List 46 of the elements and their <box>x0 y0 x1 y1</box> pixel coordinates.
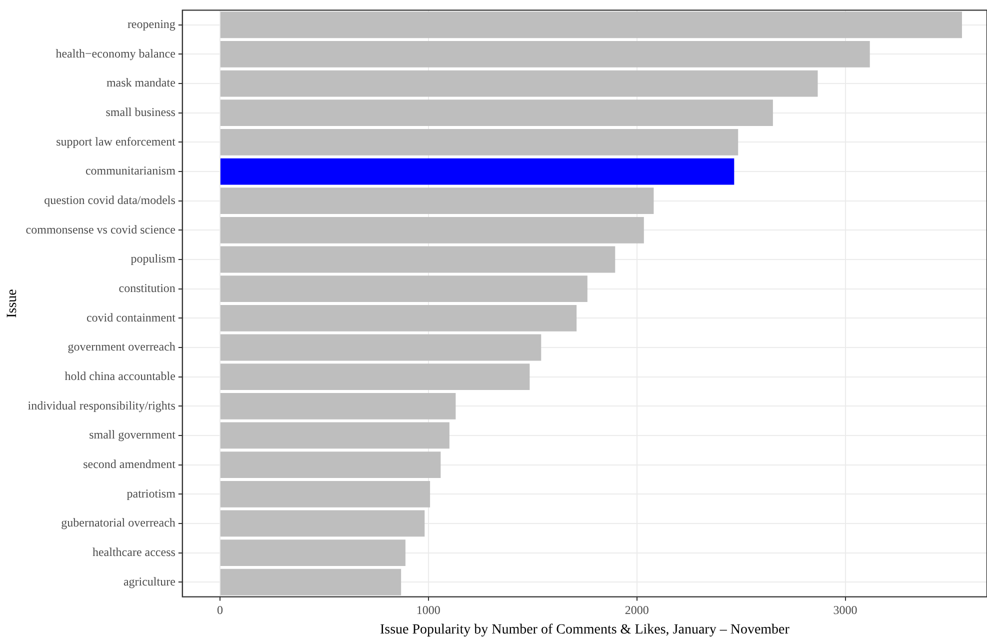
y-tick-label: second amendment <box>83 456 176 471</box>
y-tick-label: gubernatorial overreach <box>61 516 176 530</box>
y-tick-label: agriculture <box>123 574 176 588</box>
y-tick-label: health−economy balance <box>56 46 176 60</box>
bar <box>220 334 542 361</box>
bar <box>220 40 870 68</box>
bar <box>220 422 450 449</box>
bar <box>220 364 530 390</box>
y-tick-label: mask mandate <box>106 76 176 90</box>
bar <box>220 304 577 332</box>
y-axis-title: Issue <box>5 289 20 318</box>
y-tick-label: communitarianism <box>85 164 176 178</box>
y-tick-label: patriotism <box>126 486 176 500</box>
y-tick-label: support law enforcement <box>56 134 176 148</box>
y-tick-label: small business <box>106 105 176 120</box>
x-tick-label: 3000 <box>833 603 858 618</box>
bar <box>220 392 456 420</box>
y-tick-label: commonsense vs covid science <box>26 222 176 236</box>
y-tick-label: constitution <box>118 280 176 295</box>
bar <box>220 216 644 244</box>
bar <box>220 276 588 302</box>
x-axis-title: Issue Popularity by Number of Comments & Likes, January – November <box>380 622 790 638</box>
y-tick-label: individual responsibility/rights <box>28 398 176 412</box>
y-tick-label: question covid data/models <box>44 193 176 207</box>
y-tick-label: hold china accountable <box>64 368 176 383</box>
bar <box>220 540 406 566</box>
bar <box>220 510 425 537</box>
y-tick-label: populism <box>130 252 176 266</box>
y-tick-label: healthcare access <box>92 544 176 559</box>
bar <box>220 100 773 126</box>
bar <box>220 452 441 478</box>
bar <box>220 70 818 97</box>
y-tick-label: government overreach <box>68 340 176 354</box>
bar <box>220 12 962 38</box>
bar <box>220 128 738 156</box>
y-tick-label: reopening <box>127 17 176 32</box>
bar <box>220 480 430 508</box>
bar <box>220 568 402 596</box>
x-tick-label: 1000 <box>416 603 440 618</box>
bar <box>220 158 734 185</box>
x-tick-label: 0 <box>216 603 223 618</box>
y-tick-label: small government <box>89 428 176 442</box>
bar <box>220 246 616 273</box>
x-tick-label: 2000 <box>624 603 649 618</box>
bar <box>220 188 654 214</box>
y-tick-label: covid containment <box>86 310 176 324</box>
